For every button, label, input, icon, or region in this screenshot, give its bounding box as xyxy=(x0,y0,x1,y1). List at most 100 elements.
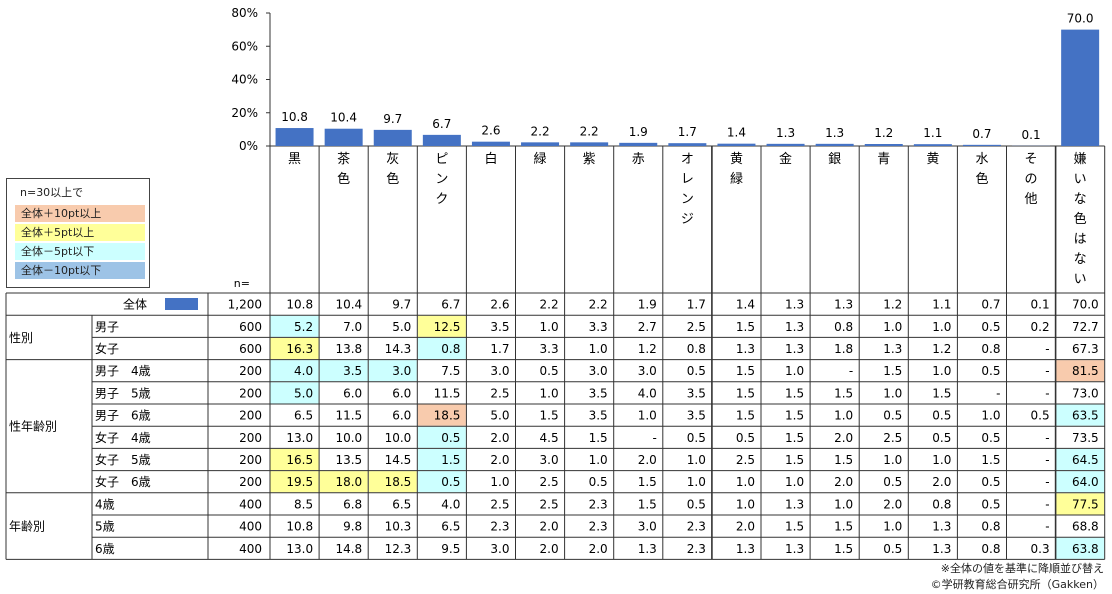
category-label: 茶色 xyxy=(337,151,350,187)
cell-value: 0.5 xyxy=(932,431,951,445)
cell-highlight xyxy=(1056,404,1105,426)
cell-value: 63.8 xyxy=(1072,542,1099,556)
cell-value: 0.8 xyxy=(687,342,706,356)
cell-value: 1.0 xyxy=(589,453,608,467)
cell-value: 6.0 xyxy=(392,386,411,400)
cell-value: 3.3 xyxy=(589,320,608,334)
cell-value: 2.5 xyxy=(883,431,902,445)
category-label: オレンジ xyxy=(681,152,694,227)
cell-value: 64.0 xyxy=(1072,475,1099,489)
cell-value: 1.5 xyxy=(785,409,804,423)
cell-value: 4.5 xyxy=(540,431,559,445)
cell-value: 3.5 xyxy=(490,320,509,334)
bar-value-label: 2.2 xyxy=(580,124,599,138)
cell-value: 9.7 xyxy=(392,298,411,312)
cell-highlight xyxy=(319,471,368,493)
cell-value: 3.5 xyxy=(589,386,608,400)
cell-value: 1.0 xyxy=(834,409,853,423)
cell-value: 68.8 xyxy=(1072,520,1099,534)
legend: n=30以上で 全体＋10pt以上 全体＋5pt以上 全体－5pt以下 全体－1… xyxy=(6,178,150,288)
n-label: n= xyxy=(234,277,250,290)
cell-highlight xyxy=(417,404,466,426)
cell-value: 1.7 xyxy=(490,342,509,356)
group-label: 性年齢別 xyxy=(9,419,57,434)
cell-highlight xyxy=(1056,471,1105,493)
cell-value: 6.5 xyxy=(392,497,411,511)
cell-value: 1.3 xyxy=(932,520,951,534)
cell-value: 0.2 xyxy=(1031,320,1050,334)
cell-value: 3.0 xyxy=(392,364,411,378)
cell-value: 1.0 xyxy=(834,497,853,511)
cell-value: 1.5 xyxy=(736,409,755,423)
bar xyxy=(619,142,658,146)
cell-value: 0.5 xyxy=(981,475,1000,489)
cell-value: 2.3 xyxy=(687,520,706,534)
cell-value: 1.0 xyxy=(785,475,804,489)
cell-value: 1.0 xyxy=(687,453,706,467)
bar-value-label: 10.8 xyxy=(281,110,308,124)
category-label: その他 xyxy=(1025,152,1038,207)
bar xyxy=(373,129,412,146)
category-label: 黄緑 xyxy=(730,152,743,187)
row-n: 200 xyxy=(239,409,262,423)
cell-highlight xyxy=(270,448,319,471)
cell-value: 0.5 xyxy=(687,364,706,378)
cell-value: 1.5 xyxy=(638,497,657,511)
cell-value: 3.5 xyxy=(343,364,362,378)
cell-value: 6.5 xyxy=(441,520,460,534)
cell-value: 10.4 xyxy=(335,298,362,312)
cell-value: 1.5 xyxy=(883,364,902,378)
legend-item-minus10: 全体－10pt以下 xyxy=(15,262,145,279)
cell-value: - xyxy=(1045,342,1049,356)
cell-value: 4.0 xyxy=(294,364,313,378)
cell-value: 3.5 xyxy=(687,409,706,423)
cell-value: 18.5 xyxy=(434,409,461,423)
row-label: 6歳 xyxy=(95,542,115,556)
cell-value: 1.5 xyxy=(736,320,755,334)
row-n: 200 xyxy=(239,475,262,489)
cell-value: 1.0 xyxy=(589,342,608,356)
cell-value: 2.0 xyxy=(490,431,509,445)
cell-highlight xyxy=(270,471,319,493)
cell-value: 1.3 xyxy=(736,342,755,356)
cell-value: 1.0 xyxy=(736,497,755,511)
cell-value: 5.0 xyxy=(294,386,313,400)
bar-value-label: 1.4 xyxy=(727,126,746,140)
cell-value: 0.5 xyxy=(883,409,902,423)
cell-highlight xyxy=(270,315,319,337)
cell-value: 1.0 xyxy=(883,520,902,534)
cell-value: 3.0 xyxy=(589,364,608,378)
cell-value: 0.5 xyxy=(981,320,1000,334)
cell-value: 10.0 xyxy=(385,431,412,445)
cell-value: 1.5 xyxy=(540,409,559,423)
category-label: 黄 xyxy=(926,152,939,167)
cell-value: 0.1 xyxy=(1031,298,1050,312)
category-label: 紫 xyxy=(583,152,596,167)
row-n: 200 xyxy=(239,453,262,467)
cell-value: 10.8 xyxy=(286,520,313,534)
cell-value: 14.5 xyxy=(385,453,412,467)
cell-value: 8.5 xyxy=(294,497,313,511)
total-row-label: 全体 xyxy=(123,297,147,312)
cell-highlight xyxy=(1056,360,1105,382)
cell-value: - xyxy=(1045,497,1049,511)
cell-highlight xyxy=(1056,493,1105,515)
cell-value: 73.5 xyxy=(1072,431,1099,445)
cell-value: 2.2 xyxy=(589,298,608,312)
cell-value: 2.0 xyxy=(883,497,902,511)
cell-value: 0.5 xyxy=(981,364,1000,378)
cell-value: 3.5 xyxy=(687,386,706,400)
cell-value: 1.2 xyxy=(883,298,902,312)
cell-value: 13.0 xyxy=(286,542,313,556)
cell-value: 0.8 xyxy=(441,342,460,356)
cell-value: 1.0 xyxy=(883,386,902,400)
cell-value: 1.3 xyxy=(785,542,804,556)
cell-value: 1.5 xyxy=(638,475,657,489)
cell-value: 3.5 xyxy=(589,409,608,423)
cell-value: 13.5 xyxy=(335,453,362,467)
cell-value: 16.3 xyxy=(286,342,313,356)
cell-value: 2.3 xyxy=(589,497,608,511)
cell-value: 64.5 xyxy=(1072,453,1099,467)
cell-value: 1.2 xyxy=(932,342,951,356)
